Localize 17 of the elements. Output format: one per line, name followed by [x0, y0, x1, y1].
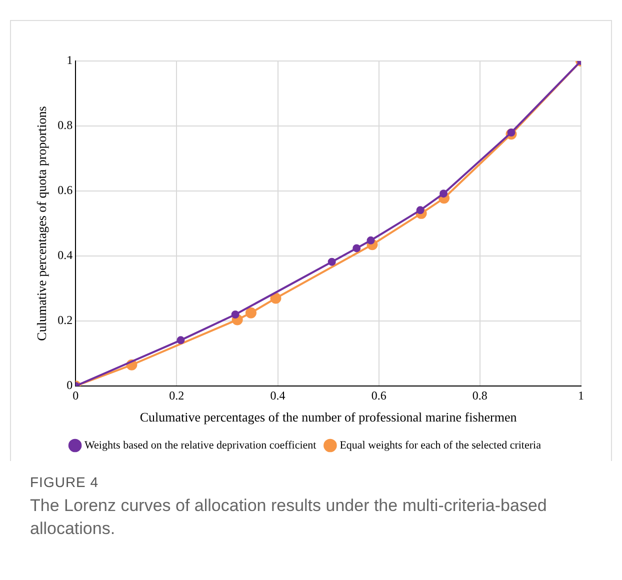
- x-tick-label: 1: [578, 388, 584, 402]
- x-tick-label: 0.8: [472, 388, 488, 402]
- legend-label: Equal weights for each of the selected criteria: [340, 439, 542, 452]
- legend-label: Weights based on the relative deprivation coefficient: [84, 439, 316, 452]
- x-tick-label: 0.4: [270, 388, 286, 402]
- y-axis-title: Culumative percentages of quota proportions: [34, 106, 50, 341]
- y-tick-label: 0.6: [58, 183, 73, 198]
- y-tick-label: 0: [66, 378, 73, 392]
- x-tick-label: 0.6: [371, 388, 386, 402]
- y-tick-label: 0.4: [58, 248, 73, 262]
- x-axis-title: Culumative percentages of the number of professional marine fishermen: [140, 410, 518, 425]
- y-tick-label: 0.8: [58, 118, 73, 132]
- y-tick-label: 0.2: [58, 313, 73, 328]
- y-tick-label: 1: [66, 53, 73, 68]
- x-tick-label: 0.2: [169, 388, 184, 402]
- caption: FIGURE 4: [30, 474, 100, 490]
- text: The Lorenz curves of allocation results under the multi-criteria-based allocations.: [30, 495, 548, 540]
